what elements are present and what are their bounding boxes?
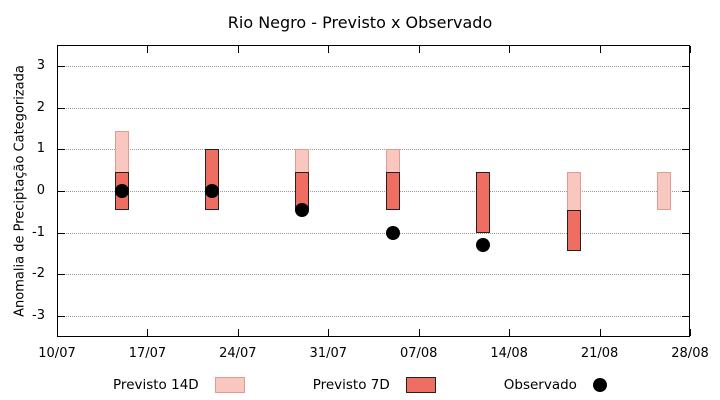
y-tickmark	[58, 107, 65, 109]
y-tickmark	[682, 149, 689, 151]
previsto7-bar	[385, 172, 400, 210]
x-tickmark	[599, 46, 601, 53]
y-gridline	[58, 149, 689, 151]
y-tickmark	[682, 65, 689, 67]
y-tickmark	[682, 232, 689, 234]
x-tick-label: 14/08	[490, 346, 528, 361]
y-tickmark	[682, 274, 689, 276]
x-tick-label: 07/08	[399, 346, 438, 361]
y-tickmark	[682, 107, 689, 109]
y-tickmark	[58, 316, 65, 318]
x-tick-label: 17/07	[128, 346, 167, 361]
x-tickmark	[599, 329, 601, 336]
y-gridline	[58, 191, 689, 192]
y-gridline	[58, 65, 689, 67]
x-tickmark	[147, 329, 149, 336]
y-tickmark	[682, 316, 689, 318]
x-tick-label: 24/07	[219, 346, 257, 361]
previsto7-bar	[566, 209, 581, 252]
previsto7-bar	[476, 172, 491, 233]
x-tickmark	[57, 46, 58, 53]
legend-label-observado: Observado	[503, 377, 577, 393]
observado-point	[385, 225, 400, 240]
x-tickmark	[147, 46, 149, 53]
legend-sample-previsto-7d	[405, 377, 436, 393]
x-tick-label: 21/08	[580, 346, 619, 361]
observado-point	[205, 184, 220, 198]
legend-item-previsto-14d: Previsto 14D	[113, 377, 245, 393]
observado-point	[476, 238, 491, 253]
observado-point	[295, 202, 310, 217]
x-tickmark	[509, 329, 511, 336]
y-tickmark	[58, 65, 65, 67]
y-tickmark	[682, 191, 689, 192]
x-tickmark	[690, 329, 691, 336]
previsto14-bar	[657, 172, 672, 210]
x-tickmark	[237, 329, 239, 336]
y-tickmark	[58, 232, 65, 234]
observado-point	[114, 184, 129, 198]
x-tick-label: 31/07	[309, 346, 348, 361]
previsto7-bar	[205, 149, 220, 210]
legend-item-previsto-7d: Previsto 7D	[313, 377, 436, 393]
legend: Previsto 14D Previsto 7D Observado	[0, 377, 720, 393]
x-tickmark	[418, 46, 420, 53]
x-tick-label: 10/07	[38, 346, 76, 361]
x-tickmark	[328, 46, 330, 53]
x-tickmark	[690, 46, 691, 53]
y-tickmark	[58, 149, 65, 151]
y-tick-label: 0	[36, 183, 45, 198]
x-tickmark	[418, 329, 420, 336]
y-gridline	[58, 316, 689, 318]
legend-sample-observado	[592, 378, 607, 392]
x-tickmark	[509, 46, 511, 53]
legend-item-observado: Observado	[504, 377, 607, 393]
legend-label-previsto-7d: Previsto 7D	[312, 377, 390, 393]
x-tick-label: 28/08	[671, 346, 709, 361]
y-tick-label: -1	[32, 224, 45, 240]
legend-sample-previsto-14d	[214, 377, 245, 393]
x-tickmark	[237, 46, 239, 53]
y-tick-label: -3	[32, 308, 45, 324]
chart-title: Rio Negro - Previsto x Observado	[227, 13, 493, 32]
y-tick-label: -2	[32, 266, 45, 282]
y-tick-label: 1	[36, 141, 45, 157]
x-tickmark	[328, 329, 330, 336]
legend-label-previsto-14d: Previsto 14D	[113, 377, 199, 393]
y-gridline	[58, 232, 689, 234]
x-tickmark	[57, 329, 58, 336]
y-gridline	[58, 274, 689, 276]
y-tickmark	[58, 274, 65, 276]
y-tick-label: 2	[36, 99, 45, 115]
y-tick-label: 3	[36, 57, 45, 73]
y-tickmark	[58, 191, 65, 192]
y-gridline	[58, 107, 689, 109]
